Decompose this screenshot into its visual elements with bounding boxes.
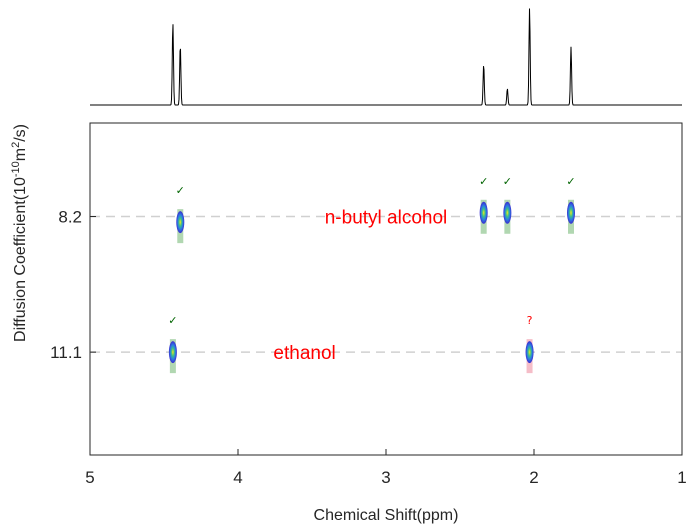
signal-spot-0-2 xyxy=(503,201,512,224)
status-mark-0-1: ✓ xyxy=(479,175,488,188)
diffusion-gridlines xyxy=(91,215,681,353)
x-tick-label-0: 5 xyxy=(85,468,94,487)
status-mark-1-0: ✓ xyxy=(168,314,177,327)
proton-spectrum xyxy=(90,8,682,106)
signal-spot-1-1 xyxy=(525,341,534,364)
signal-spot-0-0 xyxy=(176,211,185,234)
status-marks: ✓ ✓ ✓ ✓ ✓? xyxy=(168,175,575,327)
compound-label-1: ethanol xyxy=(273,343,335,364)
signal-spots xyxy=(168,201,575,364)
x-axis-ticks: 5 4 3 2 1 xyxy=(85,449,687,487)
signal-spot-0-1 xyxy=(479,201,488,224)
y-axis-label: Diffusion Coefficient(10-10m2/s) xyxy=(10,124,29,342)
spectrum-trace xyxy=(90,8,682,106)
compound-label-0: n-butyl alcohol xyxy=(325,208,448,229)
y-tick-label-1: 11.1 xyxy=(50,343,82,362)
compound-labels: n-butyl alcohol ethanol xyxy=(273,208,447,365)
y-tick-label-0: 8.2 xyxy=(58,208,82,227)
x-tick-label-3: 2 xyxy=(529,468,538,487)
status-mark-0-0: ✓ xyxy=(176,184,185,197)
x-tick-label-4: 1 xyxy=(677,468,686,487)
status-mark-1-1: ? xyxy=(527,314,533,327)
signal-spot-1-0 xyxy=(168,341,177,364)
y-axis-label-exp2: 2 xyxy=(10,142,22,148)
y-axis-ticks: 8.2 11.1 xyxy=(50,208,96,362)
y-axis-label-exp1: -10 xyxy=(10,161,22,177)
x-axis-label: Chemical Shift(ppm) xyxy=(314,507,459,524)
status-mark-0-3: ✓ xyxy=(566,175,575,188)
signal-spot-0-3 xyxy=(567,201,575,224)
x-tick-label-2: 3 xyxy=(381,468,390,487)
plot-frame xyxy=(89,122,683,456)
y-axis-label-suffix: /s) xyxy=(12,124,29,142)
x-tick-label-1: 4 xyxy=(233,468,242,487)
y-axis-label-prefix: Diffusion Coefficient(10 xyxy=(12,177,29,342)
status-mark-0-2: ✓ xyxy=(503,175,512,188)
y-axis-label-mid: m xyxy=(12,148,29,161)
